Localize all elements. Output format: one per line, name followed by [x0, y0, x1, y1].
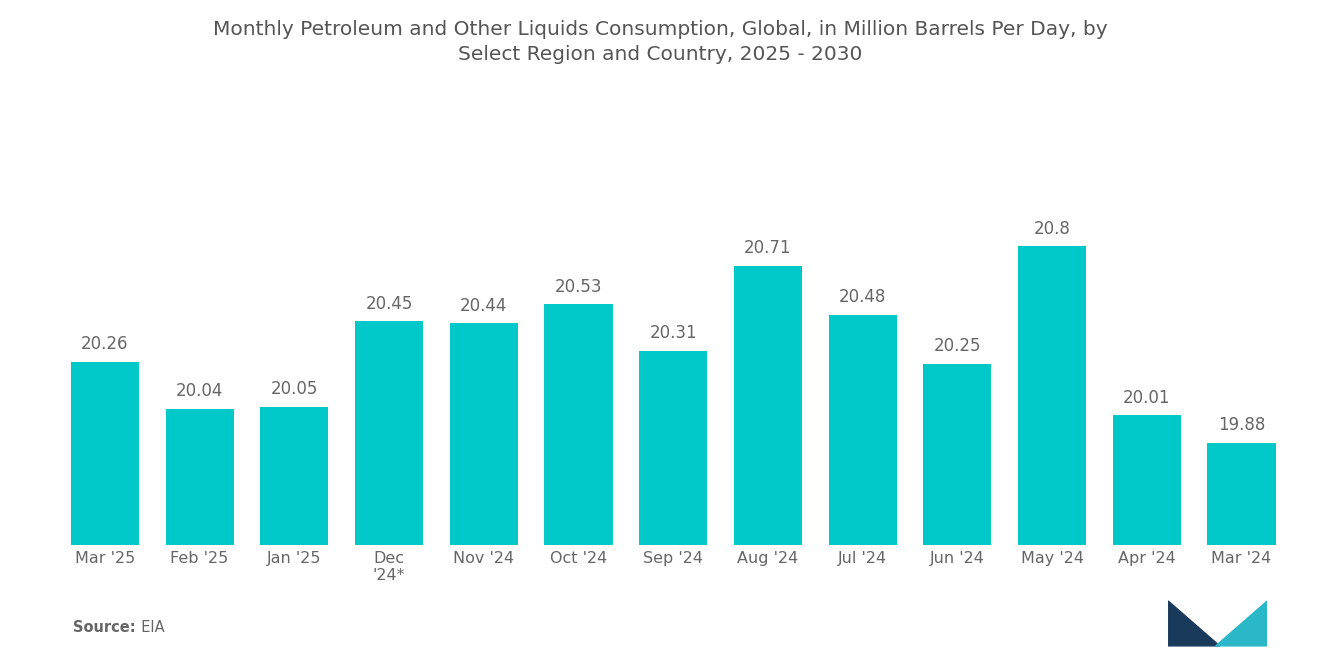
Text: 20.8: 20.8 — [1034, 220, 1071, 238]
Bar — [544, 304, 612, 665]
Text: 20.44: 20.44 — [461, 297, 507, 315]
Text: 20.71: 20.71 — [744, 239, 792, 257]
Bar — [1208, 443, 1275, 665]
Text: 19.88: 19.88 — [1218, 416, 1265, 434]
Bar — [1018, 247, 1086, 665]
Text: 20.31: 20.31 — [649, 325, 697, 342]
Bar — [260, 406, 329, 665]
Bar — [734, 265, 803, 665]
Polygon shape — [1168, 601, 1220, 646]
Text: 20.26: 20.26 — [81, 335, 128, 353]
Text: 20.45: 20.45 — [366, 295, 413, 313]
Text: EIA: EIA — [132, 620, 165, 635]
Bar — [923, 364, 991, 665]
Bar — [355, 321, 424, 665]
Bar — [71, 362, 139, 665]
Bar — [165, 409, 234, 665]
Text: Source:: Source: — [73, 620, 135, 635]
Polygon shape — [1216, 601, 1267, 646]
Text: 20.53: 20.53 — [554, 277, 602, 295]
Text: 20.48: 20.48 — [840, 288, 886, 306]
Bar — [639, 351, 708, 665]
Bar — [1113, 415, 1181, 665]
Text: 20.01: 20.01 — [1123, 388, 1171, 406]
Text: 20.04: 20.04 — [176, 382, 223, 400]
Text: 20.05: 20.05 — [271, 380, 318, 398]
Text: 20.25: 20.25 — [933, 337, 981, 355]
Text: Monthly Petroleum and Other Liquids Consumption, Global, in Million Barrels Per : Monthly Petroleum and Other Liquids Cons… — [213, 20, 1107, 64]
Bar — [829, 315, 896, 665]
Bar — [450, 323, 517, 665]
